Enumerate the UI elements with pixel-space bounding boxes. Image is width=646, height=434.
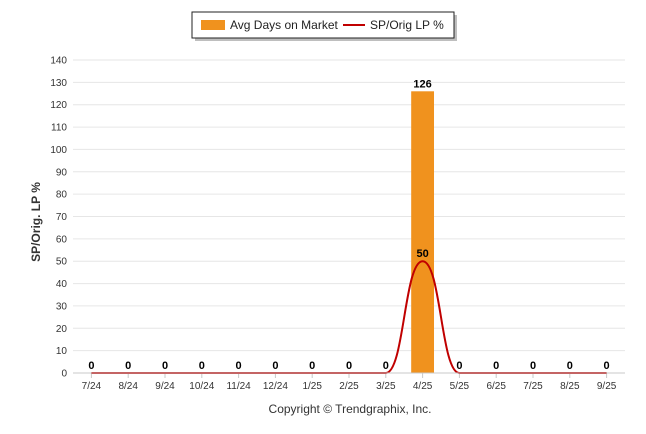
legend-swatch-bar	[201, 20, 225, 30]
x-axis-ticks: 7/24 8/24 9/24 10/24 11/24 12/24 1/25 2/25 3/25 4…	[82, 373, 617, 392]
x-tick-label: 5/25	[450, 381, 470, 392]
y-tick-label: 10	[56, 346, 68, 357]
x-tick-label: 3/25	[376, 381, 396, 392]
bar-value-label: 126	[413, 78, 431, 90]
x-tick-label: 8/25	[560, 381, 580, 392]
line-value-label: 0	[530, 360, 536, 372]
y-tick-label: 120	[50, 100, 67, 111]
line-path	[91, 260, 607, 374]
y-tick-label: 50	[56, 257, 68, 268]
y-tick-label: 100	[50, 145, 67, 156]
y-tick-label: 30	[56, 301, 68, 312]
y-tick-label: 60	[56, 234, 68, 245]
x-tick-label: 4/25	[413, 381, 433, 392]
legend-label-line: SP/Orig LP %	[370, 18, 444, 32]
line-value-label: 0	[162, 360, 168, 372]
legend-label-bar: Avg Days on Market	[230, 18, 338, 32]
y-tick-label: 20	[56, 324, 68, 335]
line-value-label: 0	[125, 360, 131, 372]
x-tick-label: 6/25	[486, 381, 506, 392]
y-tick-label: 110	[51, 123, 67, 134]
bar	[411, 91, 435, 374]
x-tick-label: 1/25	[302, 381, 322, 392]
line-value-label: 0	[309, 360, 315, 372]
x-tick-label: 9/24	[155, 381, 175, 392]
line-value-label: 0	[567, 360, 573, 372]
y-tick-label: 90	[56, 167, 68, 178]
y-tick-label: 0	[61, 369, 67, 380]
x-tick-label: 7/24	[82, 381, 102, 392]
line-value-label: 0	[199, 360, 205, 372]
x-tick-label: 11/24	[226, 381, 251, 392]
y-tick-label: 80	[56, 190, 68, 201]
y-axis-ticks: 0 10 20 30 40 50 60 70 80 90 100 110 120 130 140	[50, 56, 67, 380]
legend: Avg Days on Market SP/Orig LP %	[191, 11, 457, 41]
y-tick-label: 130	[50, 78, 67, 89]
x-tick-label: 10/24	[189, 381, 214, 392]
line-value-label: 0	[346, 360, 352, 372]
x-tick-label: 2/25	[339, 381, 359, 392]
line-value-label: 0	[604, 360, 610, 372]
bar-series	[411, 91, 435, 374]
line-value-label: 0	[272, 360, 278, 372]
data-labels: 126 0 0 0 0 0 0 0 0 0 50 0 0 0 0 0	[88, 78, 609, 372]
x-tick-label: 7/25	[523, 381, 543, 392]
line-series	[91, 260, 607, 374]
line-value-label: 0	[236, 360, 242, 372]
gridlines	[73, 59, 625, 352]
line-value-label: 0	[456, 360, 462, 372]
y-tick-label: 40	[56, 279, 68, 290]
line-value-label: 0	[493, 360, 499, 372]
line-value-label: 50	[416, 248, 428, 260]
x-tick-label: 9/25	[597, 381, 617, 392]
line-value-label: 0	[88, 360, 94, 372]
y-axis-title: SP/Orig. LP %	[29, 182, 43, 262]
line-value-label: 0	[383, 360, 389, 372]
y-tick-label: 140	[50, 56, 67, 67]
copyright-text: Copyright © Trendgraphix, Inc.	[269, 402, 432, 416]
x-tick-label: 12/24	[263, 381, 288, 392]
x-tick-label: 8/24	[118, 381, 138, 392]
y-tick-label: 70	[56, 212, 68, 223]
